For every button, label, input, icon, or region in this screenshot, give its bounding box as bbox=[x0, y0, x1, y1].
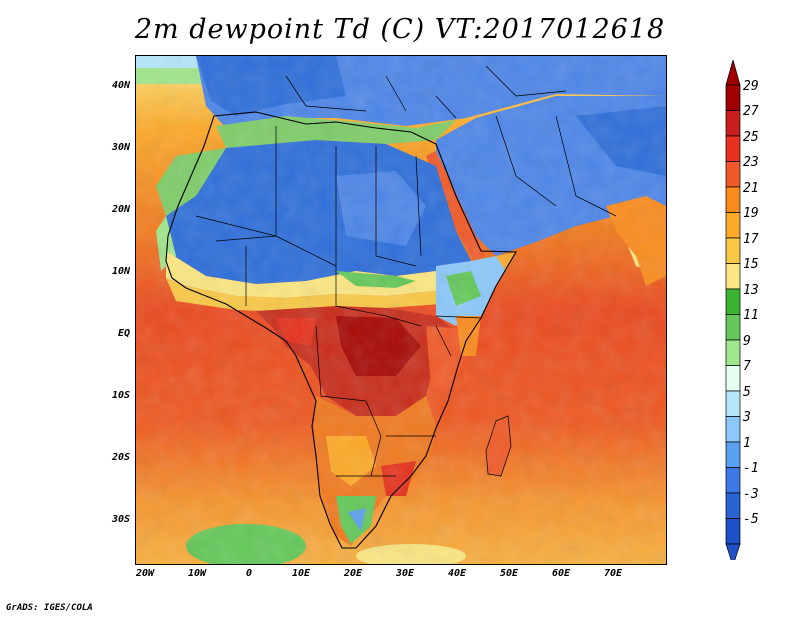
colorbar-label-21: 21 bbox=[743, 181, 759, 196]
colorbar-cell bbox=[725, 263, 741, 290]
lat-label-30s: 30S bbox=[111, 514, 130, 525]
colorbar-cell bbox=[725, 416, 741, 443]
colorbar-cell bbox=[725, 390, 741, 417]
lat-label-10n: 10N bbox=[111, 266, 130, 277]
lon-label-60e: 60E bbox=[551, 568, 571, 579]
colorbar bbox=[725, 60, 741, 560]
colorbar-label-5: 5 bbox=[743, 385, 751, 400]
colorbar-cell bbox=[725, 492, 741, 519]
colorbar-label-11: 11 bbox=[743, 308, 759, 323]
colorbar-label-15: 15 bbox=[743, 257, 759, 272]
dewpoint-map bbox=[136, 56, 666, 564]
colorbar-cell bbox=[725, 288, 741, 315]
lon-label-40e: 40E bbox=[447, 568, 467, 579]
lat-label-10s: 10S bbox=[111, 390, 130, 401]
lat-label-40n: 40N bbox=[111, 80, 130, 91]
grads-credit: GrADS: IGES/COLA bbox=[6, 603, 93, 613]
colorbar-label-23: 23 bbox=[743, 155, 759, 170]
colorbar-label-neg5: -5 bbox=[743, 512, 759, 527]
colorbar-cell bbox=[725, 237, 741, 264]
colorbar-cell bbox=[725, 135, 741, 162]
colorbar-cell bbox=[725, 314, 741, 341]
colorbar-top-arrow bbox=[725, 60, 741, 86]
lon-label-10e: 10E bbox=[291, 568, 311, 579]
colorbar-label-neg3: -3 bbox=[743, 487, 759, 502]
colorbar-cell bbox=[725, 441, 741, 468]
colorbar-label-27: 27 bbox=[743, 104, 759, 119]
colorbar-label-17: 17 bbox=[743, 232, 759, 247]
colorbar-bottom-arrow bbox=[725, 543, 741, 560]
lat-label-20n: 20N bbox=[111, 204, 130, 215]
map-title: 2m dewpoint Td (C) VT:2017012618 bbox=[134, 14, 666, 45]
colorbar-label-29: 29 bbox=[743, 79, 759, 94]
colorbar-cell bbox=[725, 186, 741, 213]
lon-label-70e: 70E bbox=[603, 568, 623, 579]
colorbar-label-19: 19 bbox=[743, 206, 759, 221]
lon-label-50e: 50E bbox=[499, 568, 519, 579]
colorbar-cell bbox=[725, 339, 741, 366]
colorbar-label-7: 7 bbox=[743, 359, 751, 374]
colorbar-label-25: 25 bbox=[743, 130, 759, 145]
colorbar-cell bbox=[725, 467, 741, 494]
lon-label-10w: 10W bbox=[187, 568, 207, 579]
lon-label-30e: 30E bbox=[395, 568, 415, 579]
colorbar-cells bbox=[725, 60, 741, 560]
colorbar-cell bbox=[725, 212, 741, 239]
lon-label-0: 0 bbox=[245, 568, 253, 579]
colorbar-label-1: 1 bbox=[743, 436, 751, 451]
colorbar-cell bbox=[725, 518, 741, 545]
colorbar-cell bbox=[725, 161, 741, 188]
lat-label-20s: 20S bbox=[111, 452, 130, 463]
country-boundaries bbox=[195, 65, 617, 477]
lat-label-eq: EQ bbox=[117, 328, 130, 339]
lon-label-20w: 20W bbox=[135, 568, 155, 579]
colorbar-label-9: 9 bbox=[743, 334, 751, 349]
colorbar-cell bbox=[725, 110, 741, 137]
colorbar-label-3: 3 bbox=[743, 410, 751, 425]
lat-label-30n: 30N bbox=[111, 142, 130, 153]
colorbar-label-neg1: -1 bbox=[743, 461, 759, 476]
colorbar-cell bbox=[725, 365, 741, 392]
africa-coastline bbox=[165, 111, 517, 549]
colorbar-label-13: 13 bbox=[743, 283, 759, 298]
colorbar-cell bbox=[725, 84, 741, 111]
lon-label-20e: 20E bbox=[343, 568, 363, 579]
map-panel bbox=[135, 55, 667, 565]
